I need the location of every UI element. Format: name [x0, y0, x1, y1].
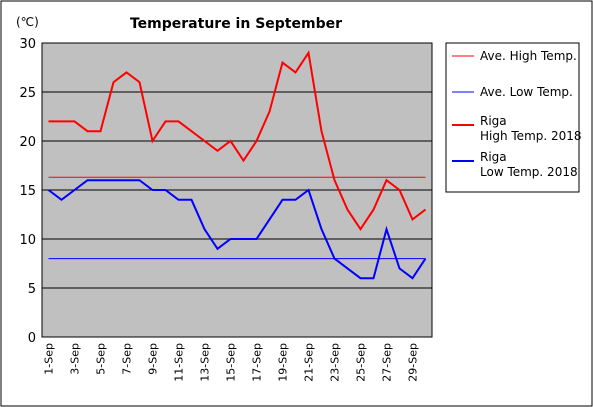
- legend-label: Ave. Low Temp.: [480, 85, 573, 99]
- x-tick-label: 9-Sep: [147, 343, 160, 375]
- x-tick-label: 19-Sep: [277, 343, 290, 382]
- y-axis: 0 5 10 15 20 25 30: [19, 37, 36, 346]
- x-tick-label: 23-Sep: [329, 343, 342, 382]
- legend-box: [445, 42, 580, 193]
- x-axis: 1-Sep 3-Sep 5-Sep 7-Sep 9-Sep 11-Sep 13-Sep 15-…: [43, 343, 420, 382]
- y-tick-label: 20: [19, 135, 36, 150]
- x-tick-label: 21-Sep: [303, 343, 316, 382]
- x-tick-label: 17-Sep: [251, 343, 264, 382]
- chart-title: Temperature in September: [130, 16, 342, 32]
- x-tick-label: 11-Sep: [173, 343, 186, 382]
- x-tick-label: 15-Sep: [225, 343, 238, 382]
- x-tick-label: 25-Sep: [355, 343, 368, 382]
- series-lines: [47, 50, 427, 280]
- legend-label: Riga: [480, 150, 507, 164]
- legend-label: Low Temp. 2018: [480, 165, 578, 179]
- x-tick-label: 1-Sep: [43, 343, 56, 375]
- x-tick-label: 13-Sep: [199, 343, 212, 382]
- y-tick-label: 10: [19, 233, 36, 248]
- unit-label: (℃): [16, 15, 39, 29]
- x-tick-label: 29-Sep: [407, 343, 420, 382]
- y-tick-label: 5: [28, 282, 36, 297]
- x-tick-label: 7-Sep: [121, 343, 134, 375]
- series-line-3: [48, 50, 427, 232]
- x-tick-label: 5-Sep: [95, 343, 108, 375]
- x-tick-label: 27-Sep: [381, 343, 394, 382]
- series-line-4: [47, 179, 427, 280]
- y-tick-label: 0: [28, 331, 36, 346]
- y-tick-label: 25: [19, 86, 36, 101]
- legend-label: Riga: [480, 114, 507, 128]
- x-tick-label: 3-Sep: [69, 343, 82, 375]
- legend-label: High Temp. 2018: [480, 129, 582, 143]
- y-tick-label: 15: [19, 184, 36, 199]
- y-tick-label: 30: [19, 37, 36, 52]
- legend-label: Ave. High Temp.: [480, 49, 577, 63]
